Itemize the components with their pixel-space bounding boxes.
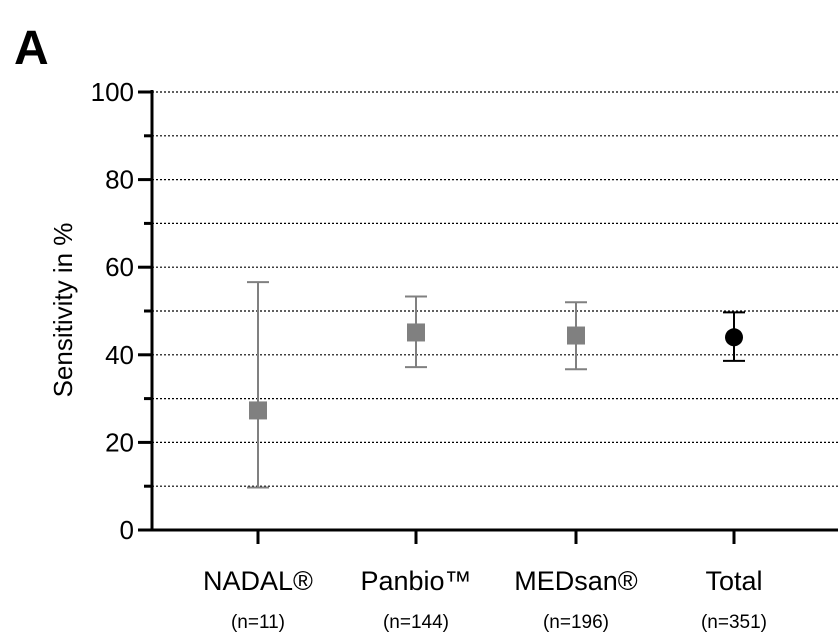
x-categories: NADAL® (n=11) Panbio™ (n=144) MEDsan® (n=196)… <box>203 530 767 633</box>
x-category-label: MEDsan® <box>514 566 638 596</box>
x-category-n-label: (n=196) <box>543 612 609 633</box>
y-tick-label: 60 <box>105 252 134 282</box>
x-category-n-label: (n=144) <box>383 612 449 633</box>
x-category-label: Total <box>705 566 762 596</box>
y-ticks: 0 20 40 60 80 100 <box>91 77 152 545</box>
y-tick-label: 100 <box>91 77 134 107</box>
data-marks <box>247 281 745 489</box>
x-category-n-label: (n=351) <box>701 612 767 633</box>
gridlines <box>152 91 838 487</box>
y-tick-label: 20 <box>105 427 134 457</box>
data-point <box>567 326 585 345</box>
panel-letter: A <box>14 22 49 75</box>
error-bar <box>247 281 269 489</box>
y-axis-title: Sensitivity in % <box>48 223 78 398</box>
x-category-label: NADAL® <box>203 566 313 596</box>
data-point <box>407 323 425 342</box>
x-category-n-label: (n=11) <box>231 612 285 633</box>
data-point <box>725 328 743 347</box>
y-tick-label: 0 <box>120 515 134 545</box>
data-point <box>249 401 267 420</box>
y-tick-label: 80 <box>105 165 134 195</box>
y-tick-label: 40 <box>105 340 134 370</box>
x-category-label: Panbio™ <box>360 566 471 596</box>
